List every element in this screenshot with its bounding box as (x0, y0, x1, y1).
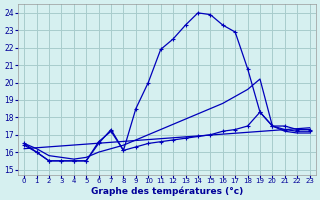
X-axis label: Graphe des températures (°c): Graphe des températures (°c) (91, 186, 243, 196)
